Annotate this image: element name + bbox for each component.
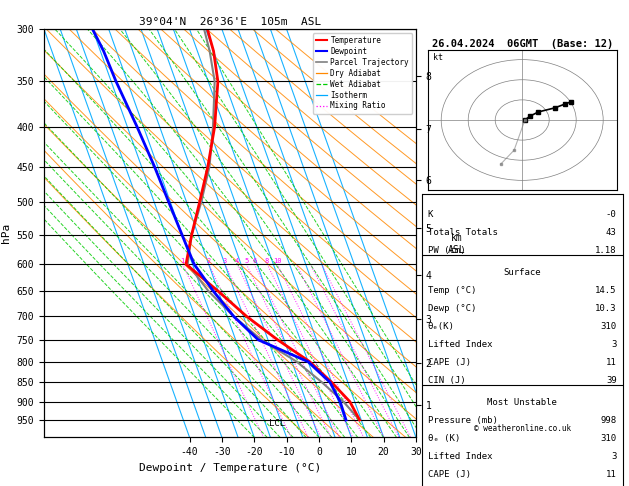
Text: LCL: LCL — [269, 419, 285, 428]
Text: 39: 39 — [606, 376, 616, 385]
Text: 3: 3 — [611, 452, 616, 461]
Text: K: K — [428, 210, 433, 219]
X-axis label: Dewpoint / Temperature (°C): Dewpoint / Temperature (°C) — [139, 463, 321, 473]
Text: 998: 998 — [601, 417, 616, 425]
Text: 1.18: 1.18 — [595, 246, 616, 255]
Y-axis label: km
ASL: km ASL — [448, 233, 465, 255]
Text: Most Unstable: Most Unstable — [487, 399, 557, 407]
Text: 2: 2 — [207, 258, 211, 264]
Text: Dewp (°C): Dewp (°C) — [428, 304, 476, 313]
Text: 3: 3 — [223, 258, 227, 264]
Text: θₑ(K): θₑ(K) — [428, 322, 455, 331]
Text: CIN (J): CIN (J) — [428, 376, 465, 385]
Text: 14.5: 14.5 — [595, 286, 616, 295]
Text: 8: 8 — [265, 258, 269, 264]
Title: 39°04'N  26°36'E  105m  ASL: 39°04'N 26°36'E 105m ASL — [139, 17, 321, 27]
Text: 4: 4 — [235, 258, 239, 264]
Text: Lifted Index: Lifted Index — [428, 340, 493, 349]
Text: PW (cm): PW (cm) — [428, 246, 465, 255]
Text: 310: 310 — [601, 434, 616, 443]
Text: 11: 11 — [606, 470, 616, 479]
Text: CAPE (J): CAPE (J) — [428, 470, 470, 479]
Text: 5: 5 — [244, 258, 248, 264]
Text: Pressure (mb): Pressure (mb) — [428, 417, 498, 425]
Text: 6: 6 — [252, 258, 257, 264]
Text: 11: 11 — [606, 358, 616, 367]
Legend: Temperature, Dewpoint, Parcel Trajectory, Dry Adiabat, Wet Adiabat, Isotherm, Mi: Temperature, Dewpoint, Parcel Trajectory… — [313, 33, 412, 114]
Text: © weatheronline.co.uk: © weatheronline.co.uk — [474, 424, 571, 434]
Text: -0: -0 — [606, 210, 616, 219]
Text: Totals Totals: Totals Totals — [428, 228, 498, 237]
Text: 43: 43 — [606, 228, 616, 237]
Text: 26.04.2024  06GMT  (Base: 12): 26.04.2024 06GMT (Base: 12) — [431, 39, 613, 50]
Text: 310: 310 — [601, 322, 616, 331]
Text: θₑ (K): θₑ (K) — [428, 434, 460, 443]
Text: Lifted Index: Lifted Index — [428, 452, 493, 461]
Text: 10: 10 — [273, 258, 282, 264]
Text: 10.3: 10.3 — [595, 304, 616, 313]
Text: 3: 3 — [611, 340, 616, 349]
Text: Surface: Surface — [503, 268, 541, 277]
Text: Temp (°C): Temp (°C) — [428, 286, 476, 295]
Y-axis label: hPa: hPa — [1, 223, 11, 243]
Text: 1: 1 — [181, 258, 185, 264]
Text: CAPE (J): CAPE (J) — [428, 358, 470, 367]
